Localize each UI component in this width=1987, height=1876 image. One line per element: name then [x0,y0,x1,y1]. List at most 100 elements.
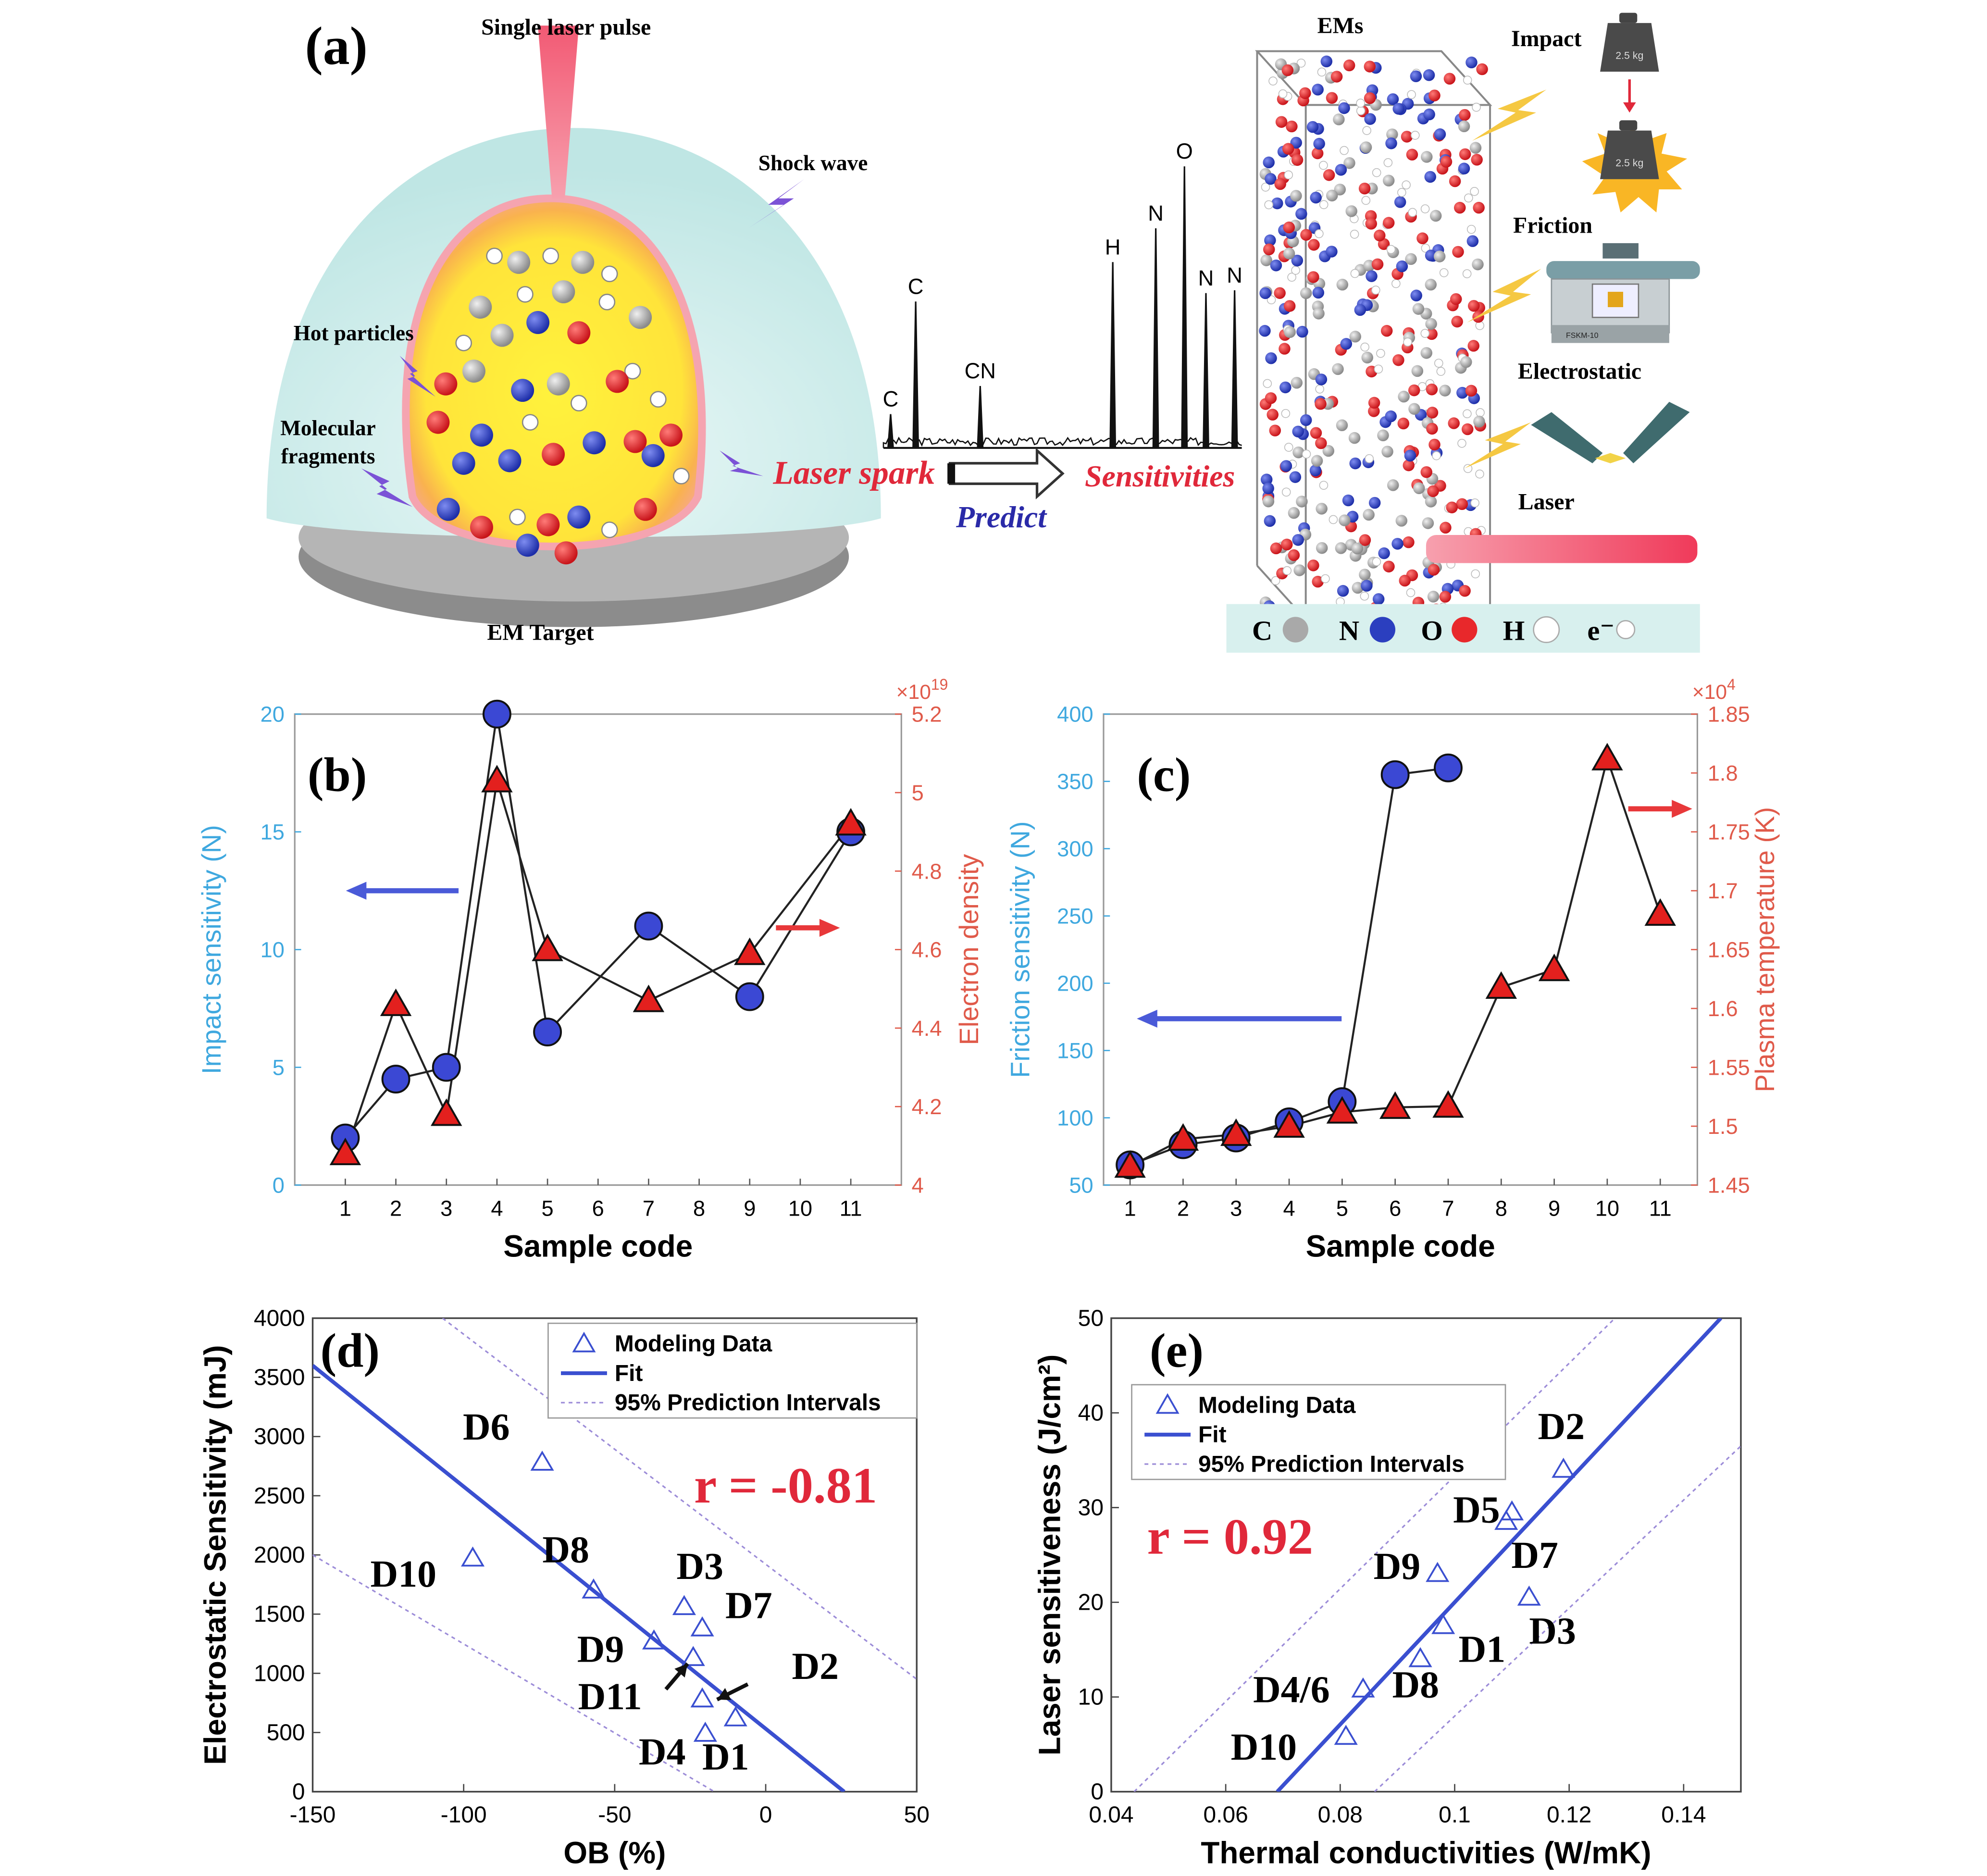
spectrum-peak [887,414,894,448]
x-tick-label: 11 [840,1196,862,1220]
crystal-atom [1380,325,1393,337]
crystal-atom [1270,542,1282,555]
crystal-atom [1291,154,1304,166]
crystal-atom [1284,443,1293,452]
crystal-atom [1296,325,1308,338]
data-point-marker [681,1646,705,1666]
x-tick-label: 8 [1495,1196,1507,1220]
crystal-atom [1312,575,1324,588]
y-tick-label: 4000 [254,1305,305,1331]
crystal-atom [1271,197,1283,210]
crystal-atom [1464,193,1473,203]
friction-label: Friction [1513,213,1592,238]
plasma-particle [517,286,534,303]
right-series-line [344,780,852,1154]
svg-text:2.5 kg: 2.5 kg [1615,50,1643,61]
crystal-atom [1394,196,1406,208]
crystal-atom [1406,588,1416,597]
yellow-bolt-icons [1464,89,1547,469]
y-tick-label: 500 [267,1720,305,1745]
crystal-atom [1471,569,1480,579]
y-left-tick-label: 20 [261,702,285,727]
y-right-tick-label: 1.7 [1708,879,1738,903]
crystal-atom [1260,254,1272,266]
spectrum-peak [977,385,984,448]
predict-arrow-tail [947,463,956,484]
crystal-atom [1382,174,1395,186]
crystal-atom [1281,409,1291,418]
crystal-atom [1264,234,1276,247]
plasma-particle [641,444,665,467]
ems-label: EMs [1317,13,1364,38]
legend-entry: Fit [1198,1422,1227,1448]
data-point-marker [1426,1562,1450,1582]
lightning-icons [361,179,804,507]
legend-entry: 95% Prediction Intervals [615,1390,881,1416]
crystal-atom [1293,564,1305,576]
crystal-atom [1372,168,1381,177]
crystal-atom [1403,337,1412,347]
crystal-atom [1310,427,1322,439]
data-point-label: D5 [1453,1489,1500,1531]
circle-marker [1380,760,1410,789]
crystal-atom [1456,498,1468,510]
crystal-atom [1460,356,1472,368]
crystal-atom [1368,397,1380,409]
plasma-particle [542,443,565,466]
data-point-label: D8 [542,1528,589,1571]
crystal-atom [1352,582,1364,594]
triangle-marker [1167,1123,1199,1151]
crystal-atom [1326,246,1338,258]
x-tick-label: 4 [1283,1196,1295,1220]
plasma-particle [659,423,683,447]
x-tick-label: 5 [1336,1196,1348,1220]
crystal-atom [1465,385,1478,397]
crystal-atom [1403,536,1415,548]
crystal-atom [1281,64,1294,76]
panel-e: 0.04 0.06 0.08 0.1 0.12 0.14 0 10 20 30 40 50 Therma… [1032,1305,1742,1870]
x-tick-label: 0.06 [1204,1802,1248,1827]
crystal-atom [1452,246,1464,258]
crystal-atom [1336,419,1348,432]
crystal-atom [1311,455,1323,467]
data-point-label: D11 [578,1676,642,1718]
y-right-tick-label: 1.85 [1708,702,1750,727]
y-right-axis-label: Plasma temperature (K) [1750,807,1780,1092]
crystal-atom [1470,498,1479,508]
plasma-particle [516,534,539,557]
crystal-atom [1275,116,1288,128]
data-point-label: D8 [1392,1664,1439,1706]
triangle-marker [329,1137,361,1166]
x-tick-label: 2 [390,1196,402,1220]
data-point-label: D10 [371,1553,437,1595]
crystal-atom [1459,148,1471,161]
y-left-tick-label: 10 [261,938,285,962]
crystal-atom [1361,196,1371,205]
data-point-marker [642,1629,666,1650]
multiplier-exponent: 19 [931,676,948,693]
triangle-marker [1591,743,1623,770]
laser-label: Laser [1518,489,1575,515]
crystal-atom [1329,515,1338,524]
crystal-atom [1320,55,1333,68]
x-tick-label: 0.04 [1089,1802,1133,1827]
y-left-tick-label: 350 [1057,770,1093,794]
crystal-atom [1386,128,1398,140]
crystal-atom [1420,466,1432,478]
circle-marker [381,1065,410,1094]
crystal-atom [1377,429,1389,442]
crystal-atom [1332,363,1344,375]
crystal-atom [1382,217,1395,229]
y-left-tick-label: 150 [1057,1039,1093,1063]
crystal-atom [1265,392,1277,404]
crystal-atom [1449,175,1461,187]
crystal-atom [1364,113,1376,125]
y-left-tick-label: 15 [261,820,285,845]
crystal-atom [1283,300,1296,312]
data-point-marker [1334,1725,1358,1745]
data-point-label: D3 [1529,1610,1576,1652]
correlation-text: r = 0.92 [1147,1508,1314,1565]
plasma-particle [434,372,458,396]
crystal-atom [1361,580,1373,592]
